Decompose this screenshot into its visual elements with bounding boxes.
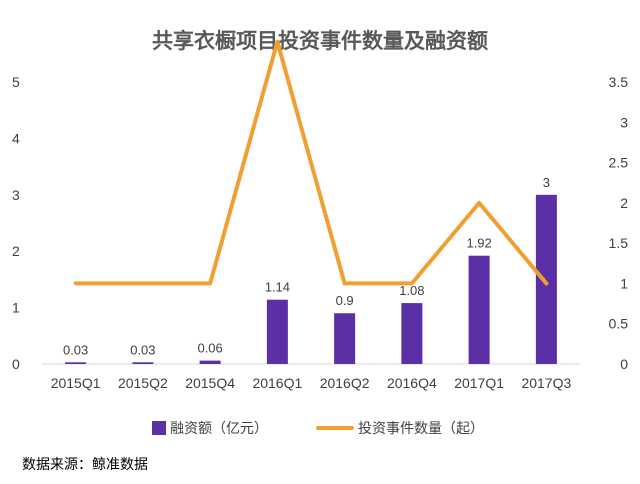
data-label: 0.9 xyxy=(336,293,354,308)
line-series xyxy=(73,39,549,286)
bar xyxy=(401,303,423,364)
left-tick-label: 0 xyxy=(12,356,20,372)
left-tick-label: 5 xyxy=(12,74,20,90)
right-tick-label: 2 xyxy=(620,195,628,211)
legend: 融资额（亿元） 投资事件数量（起） xyxy=(152,421,484,437)
x-axis: 2015Q1 2015Q2 2015Q4 2016Q1 2016Q2 2016Q4 2017… xyxy=(51,375,572,391)
x-tick-label: 2017Q1 xyxy=(454,375,504,391)
bar xyxy=(468,255,490,364)
left-tick-label: 4 xyxy=(12,130,20,146)
bar xyxy=(199,360,221,364)
bar xyxy=(535,194,557,364)
right-tick-label: 1 xyxy=(620,275,628,291)
bar xyxy=(132,362,154,364)
data-label: 1.08 xyxy=(399,283,424,298)
left-axis: 0 1 2 3 4 5 xyxy=(12,74,20,372)
x-tick-label: 2016Q2 xyxy=(320,375,370,391)
x-tick-label: 2015Q1 xyxy=(51,375,101,391)
right-tick-label: 0.5 xyxy=(609,316,629,332)
left-tick-label: 3 xyxy=(12,187,20,203)
data-label: 0.03 xyxy=(63,342,88,357)
data-label: 1.92 xyxy=(466,236,491,251)
series-line xyxy=(73,39,549,286)
data-label: 3 xyxy=(543,175,550,190)
chart-title: 共享衣橱项目投资事件数量及融资额 xyxy=(152,29,488,53)
bar xyxy=(266,299,288,364)
legend-swatch-bar xyxy=(152,421,166,435)
data-labels: 0.03 0.03 0.06 1.14 0.9 1.08 1.92 3 xyxy=(63,175,550,358)
right-tick-label: 0 xyxy=(620,356,628,372)
bar xyxy=(334,313,356,364)
data-label: 1.14 xyxy=(265,280,290,295)
right-tick-label: 3.5 xyxy=(609,74,629,90)
source-note: 数据来源：鲸准数据 xyxy=(22,457,148,473)
right-tick-label: 1.5 xyxy=(609,235,629,251)
right-axis: 0 0.5 1 1.5 2 2.5 3 3.5 xyxy=(609,74,629,372)
left-tick-label: 1 xyxy=(12,300,20,316)
x-tick-label: 2015Q4 xyxy=(185,375,235,391)
right-tick-label: 3 xyxy=(620,114,628,130)
data-label: 0.03 xyxy=(130,342,155,357)
x-tick-label: 2017Q3 xyxy=(521,375,571,391)
right-tick-label: 2.5 xyxy=(609,155,629,171)
left-tick-label: 2 xyxy=(12,243,20,259)
legend-label-line: 投资事件数量（起） xyxy=(358,421,484,437)
bar-series xyxy=(65,194,557,364)
x-tick-label: 2015Q2 xyxy=(118,375,168,391)
x-tick-label: 2016Q4 xyxy=(387,375,437,391)
x-tick-label: 2016Q1 xyxy=(252,375,302,391)
bar xyxy=(65,362,87,364)
data-label: 0.06 xyxy=(197,341,222,356)
legend-label-bar: 融资额（亿元） xyxy=(170,421,268,437)
